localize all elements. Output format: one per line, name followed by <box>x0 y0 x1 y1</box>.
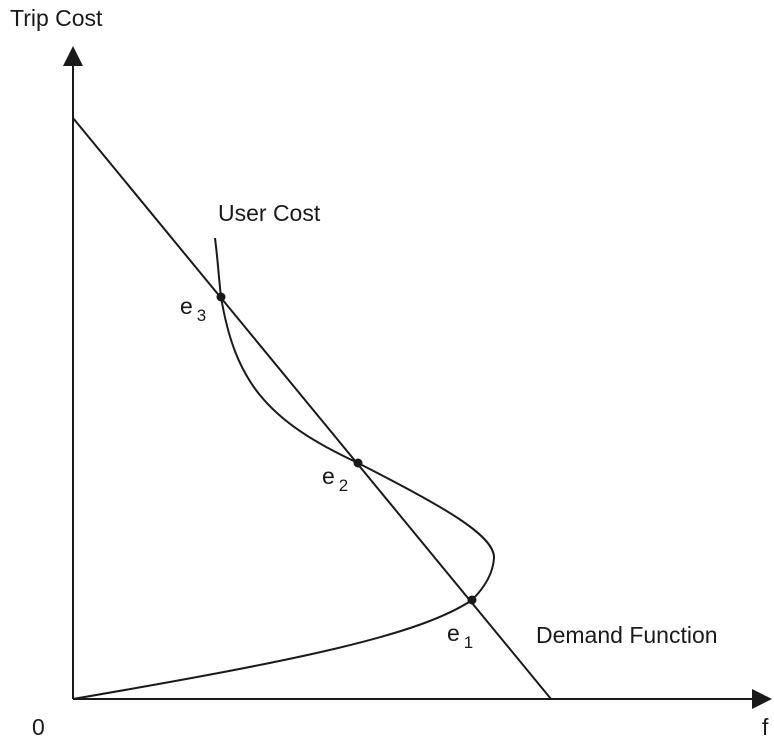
demand-function-label: Demand Function <box>536 622 718 648</box>
user-cost-curve <box>72 237 496 700</box>
equilibrium-subscript: 1 <box>464 633 473 652</box>
equilibrium-point-e3 <box>216 292 226 302</box>
equilibrium-letter: e <box>447 620 460 646</box>
user-cost-label: User Cost <box>218 200 321 226</box>
equilibrium-letter: e <box>180 293 193 319</box>
origin-label: 0 <box>32 714 45 740</box>
equilibrium-letter: e <box>322 463 335 489</box>
equilibrium-subscript: 3 <box>197 306 206 325</box>
equilibrium-point-e2 <box>353 458 363 468</box>
equilibrium-subscript: 2 <box>339 476 348 495</box>
y-axis-label: Trip Cost <box>10 5 103 31</box>
equilibrium-point-e1 <box>467 595 477 605</box>
x-axis-label: f <box>762 714 769 740</box>
